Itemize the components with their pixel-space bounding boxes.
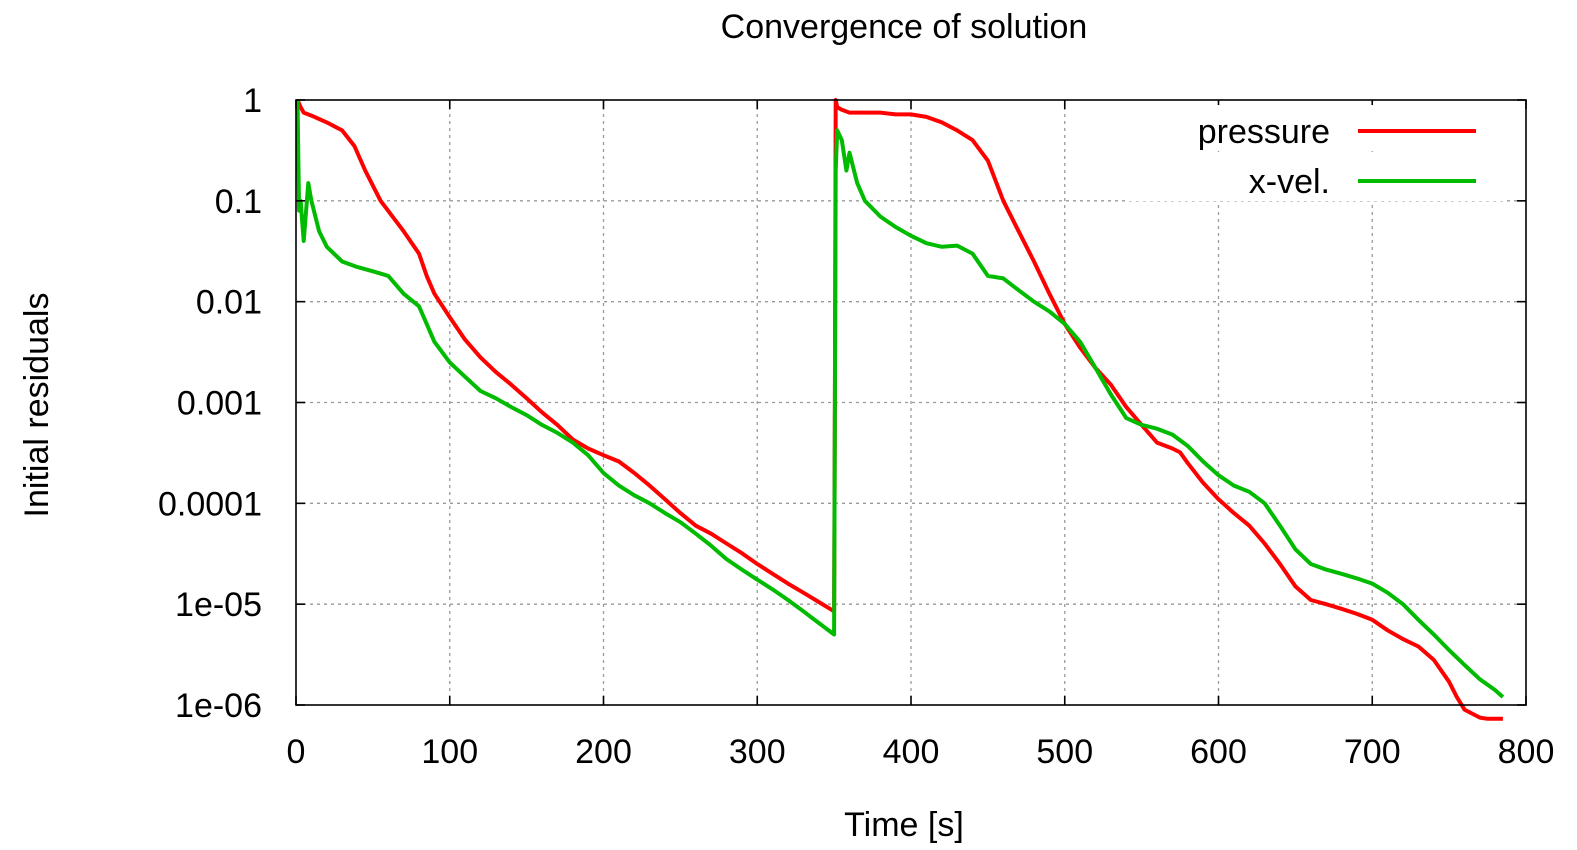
x-tick-label: 600 (1190, 733, 1247, 771)
series-line-pressure (295, 98, 1503, 721)
series-group (295, 98, 1505, 721)
x-tick-label: 300 (729, 733, 786, 771)
legend-background (1125, 155, 1505, 201)
legend: pressure x-vel. (1125, 105, 1505, 201)
y-tick-label: 0.0001 (158, 485, 262, 523)
series-line-x-vel (295, 99, 1505, 699)
y-tick-label: 1e-05 (175, 586, 262, 624)
x-tick-label: 400 (883, 733, 940, 771)
x-tick-label: 0 (287, 733, 306, 771)
y-axis-label: Initial residuals (18, 293, 56, 518)
y-tick-label: 1e-06 (175, 687, 262, 725)
x-tick-label: 200 (575, 733, 632, 771)
x-tick-label: 800 (1498, 733, 1555, 771)
x-axis-label: Time [s] (844, 806, 964, 844)
y-tick-label: 1 (243, 82, 262, 120)
axis-ticks: 0 100 200 300 400 500 600 700 800 1 0.1 0.01 0.001 0.… (158, 82, 1554, 771)
legend-background (1125, 105, 1505, 151)
x-tick-label: 700 (1344, 733, 1401, 771)
plot-frame (295, 99, 1527, 706)
y-tick-label: 0.1 (215, 183, 262, 221)
legend-label-pressure: pressure (1198, 113, 1330, 151)
chart-title: Convergence of solution (721, 8, 1088, 46)
y-tick-label: 0.001 (177, 385, 262, 423)
x-tick-label: 100 (421, 733, 478, 771)
legend-label-x-vel: x-vel. (1249, 163, 1330, 201)
x-tick-label: 500 (1036, 733, 1093, 771)
y-tick-label: 0.01 (196, 284, 262, 322)
